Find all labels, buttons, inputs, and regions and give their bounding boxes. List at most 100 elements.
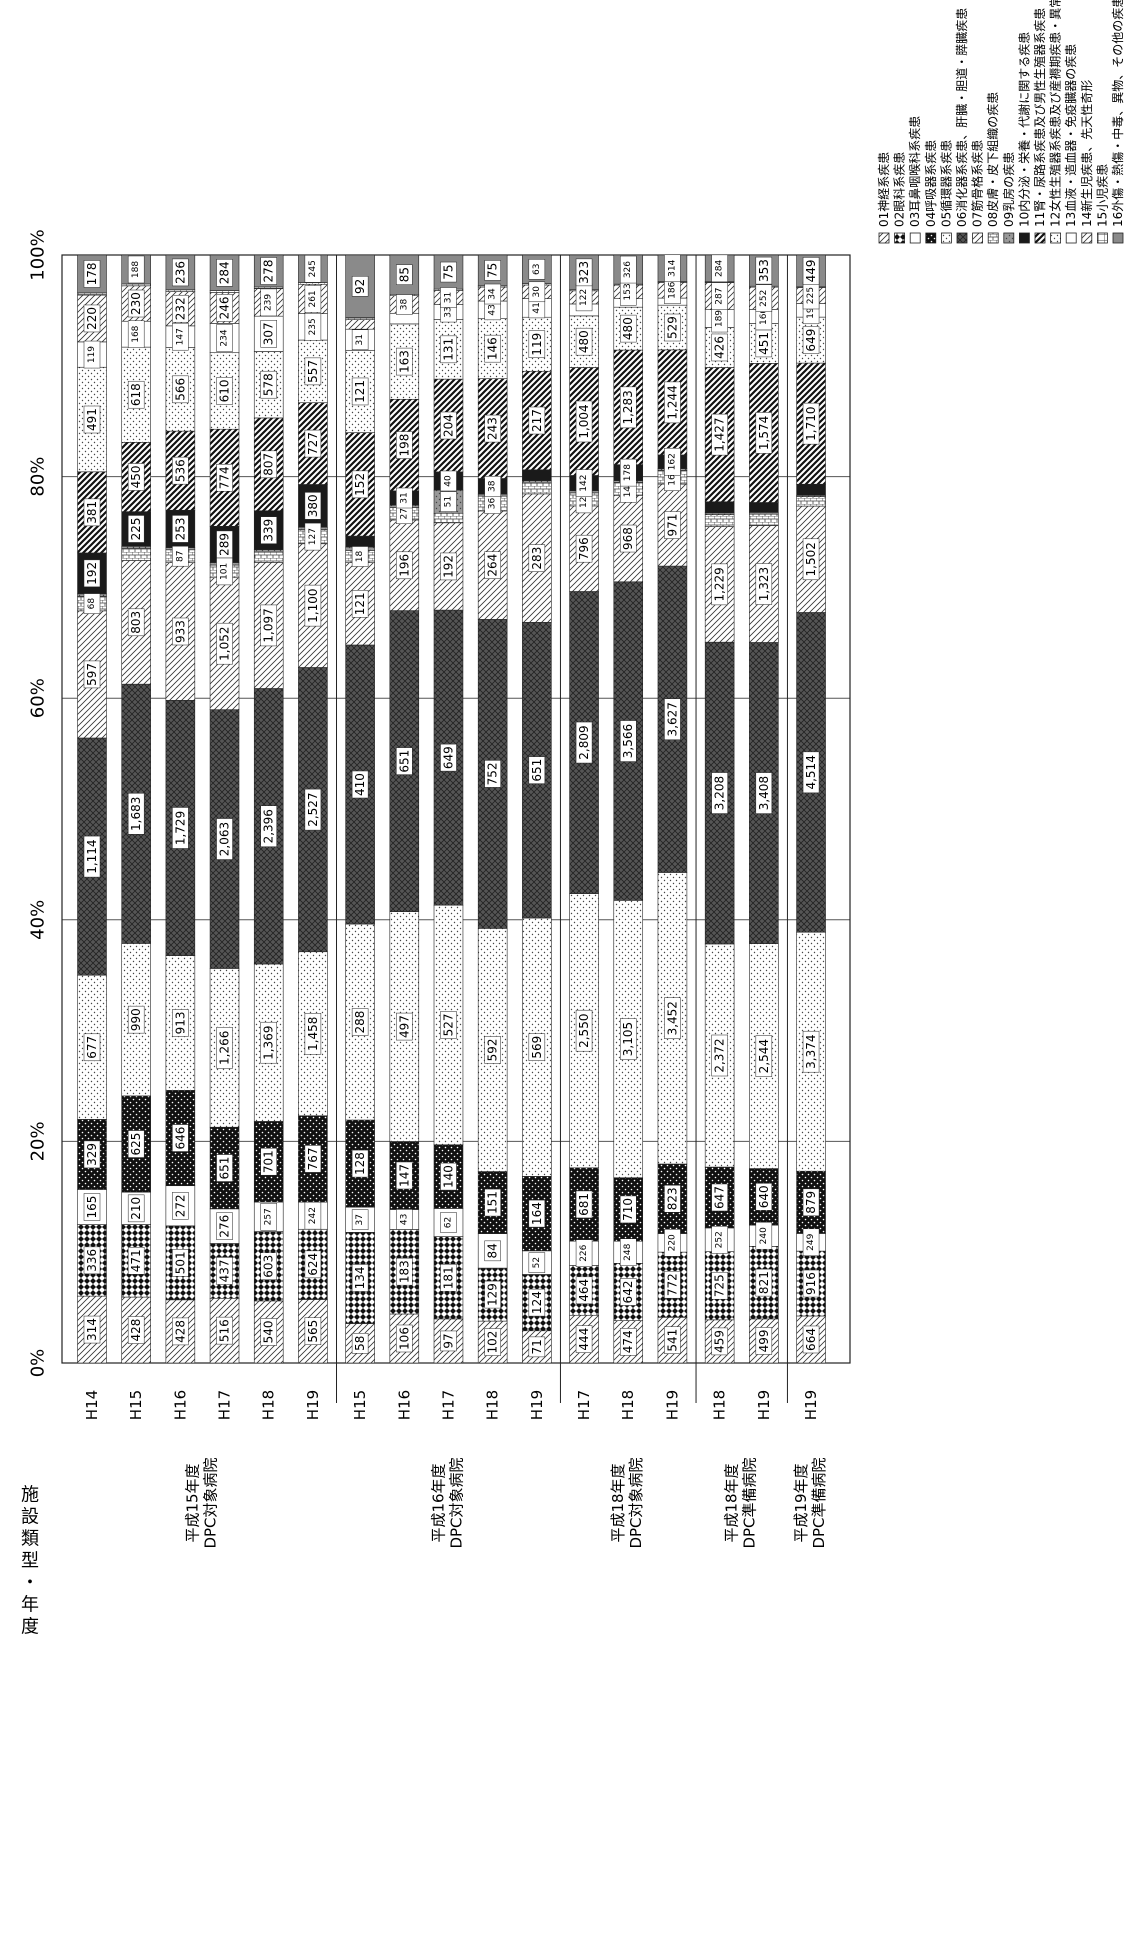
data-label: 119 [530,333,544,356]
data-label-bg [172,1192,189,1220]
row-label: H16 [171,1390,189,1420]
data-label: 242 [308,1207,318,1224]
data-label: 31 [355,334,365,345]
data-label-bg [260,320,277,348]
data-label-bg [216,377,233,405]
data-label-bg [575,721,593,764]
data-label: 225 [129,518,143,541]
data-label: 58 [353,1336,367,1351]
bar-segment [749,943,779,1169]
group-label: DPC対象病院 [627,1457,645,1548]
data-label-bg [484,1188,501,1217]
data-label: 603 [262,1255,276,1278]
data-label: 752 [486,762,500,785]
bar-row-16 [796,254,826,1364]
legend-swatch [1097,232,1108,244]
data-label-bg [664,448,681,476]
data-label: 186 [667,281,677,298]
data-label: 459 [713,1330,727,1353]
data-label-bg [216,622,233,665]
row-label: H15 [127,1390,145,1420]
data-label: 618 [129,383,143,406]
data-label-bg [802,402,820,445]
data-label: 37 [355,1214,365,1225]
data-label-bg [802,257,820,285]
data-label: 449 [804,259,818,282]
data-label-bg [755,563,773,605]
group-label: 平成19年度 [792,1463,810,1542]
data-label-bg [260,1147,277,1176]
bar-segment [477,1233,508,1269]
data-label-bg [83,1033,101,1062]
bar-segment [253,551,284,563]
data-label: 428 [173,1320,187,1343]
data-label-bg [440,1264,457,1292]
data-label: 30 [532,286,542,298]
data-label: 43 [399,1214,409,1225]
data-label: 527 [441,1014,455,1037]
data-label-bg [304,584,322,627]
data-label: 651 [218,1157,232,1180]
legend-label: 15小児疾患 [1094,164,1109,227]
data-label-bg [711,1327,728,1356]
data-label-bg [304,357,322,386]
data-label-bg [484,283,501,305]
data-label: 204 [441,414,455,437]
data-label: 165 [85,1196,99,1219]
data-label-bg [172,294,189,323]
data-label-bg [802,1269,820,1298]
data-label-bg [304,1012,322,1055]
x-tick-label: 0% [28,1349,49,1378]
data-label-bg [484,260,501,281]
data-label: 284 [715,259,725,276]
data-label-bg [127,515,145,543]
data-label-bg [216,259,233,287]
data-label: 916 [804,1272,818,1295]
data-label: 232 [173,297,187,320]
data-label: 121 [579,491,589,508]
bar-segment [253,549,284,553]
data-label: 97 [441,1333,455,1348]
legend-label: 04呼吸器系疾患 [923,140,938,227]
data-label-bg [172,322,189,351]
data-label: 106 [397,1327,411,1350]
data-label: 649 [804,329,818,352]
data-label: 198 [397,434,411,457]
data-label: 152 [353,473,367,496]
legend-label: 07筋骨格系疾患 [970,140,985,227]
bar-segment [749,502,779,513]
row-label: H17 [575,1390,593,1420]
data-label: 1,097 [262,608,276,642]
data-label: 102 [486,1331,500,1354]
data-label-bg [619,386,637,429]
data-label: 557 [306,360,320,383]
data-label-bg [83,559,101,588]
data-label: 516 [218,1319,232,1342]
group-label: DPC対象病院 [447,1457,465,1548]
data-label: 163 [667,469,677,486]
legend-swatch [1034,232,1046,244]
bar-segment [345,319,375,330]
data-label: 1,502 [804,542,818,576]
bar-segment [796,483,826,496]
data-label-bg [260,370,277,399]
axis-title-char: 度 [21,1617,39,1638]
data-label: 63 [532,264,542,275]
data-label-bg [396,294,413,315]
data-label: 1,283 [621,390,635,424]
data-label: 647 [713,1186,727,1209]
data-label: 2,063 [218,822,232,856]
data-label-bg [396,747,413,775]
data-label-bg [351,377,369,406]
data-label: 651 [530,759,544,782]
data-label-bg [575,534,593,563]
data-label-bg [619,1195,637,1224]
data-label: 121 [353,380,367,403]
data-label-bg [216,294,233,322]
data-label-bg [304,1317,322,1345]
data-label-bg [172,1124,189,1152]
data-label: 276 [218,1215,232,1238]
data-label: 160 [759,308,769,325]
bar-row-7 [389,254,420,1364]
